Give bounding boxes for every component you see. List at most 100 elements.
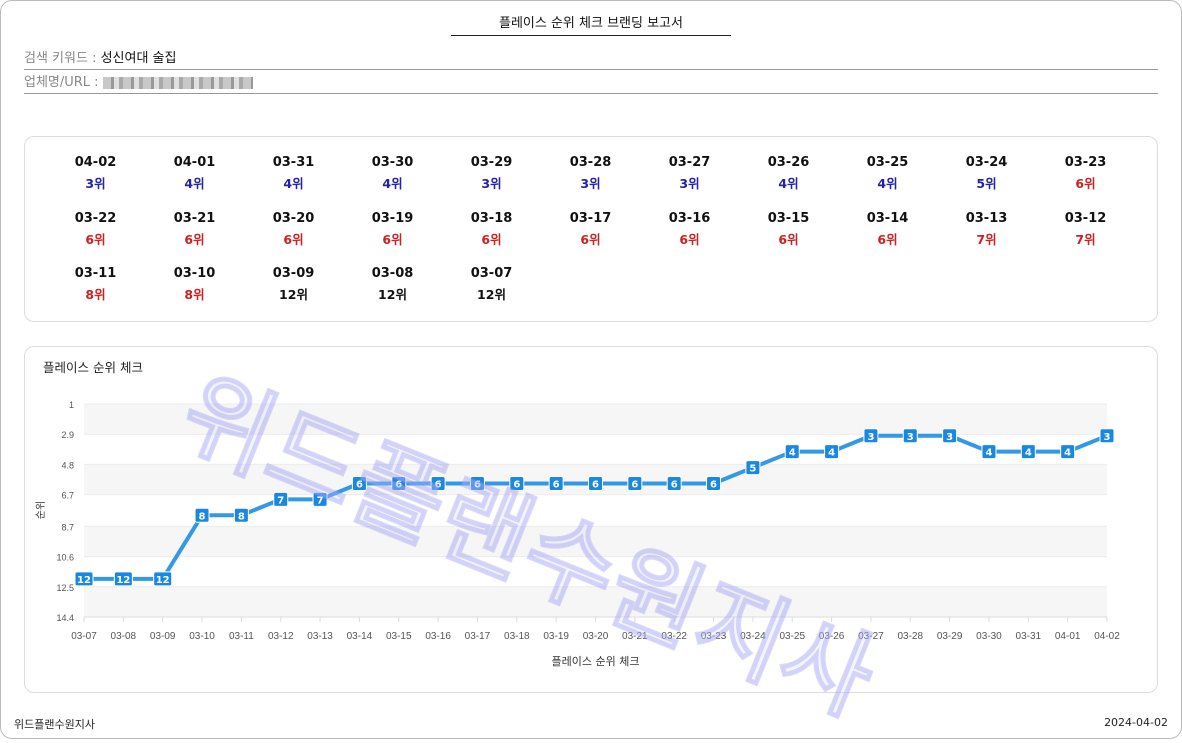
rank-value: 6위 — [184, 231, 205, 247]
rank-date: 03-18 — [470, 210, 513, 226]
rank-value: 4위 — [778, 176, 799, 191]
rank-date: 03-30 — [371, 155, 414, 170]
y-tick-label: 10.6 — [56, 553, 74, 563]
y-tick-label: 4.8 — [61, 460, 74, 470]
data-label: 6 — [553, 479, 560, 490]
rank-value: 4위 — [877, 176, 898, 191]
rank-date: 03-15 — [767, 210, 810, 226]
x-tick-label: 03-27 — [858, 631, 884, 642]
data-label: 8 — [199, 511, 206, 522]
rank-value: 6위 — [382, 231, 403, 247]
data-label: 3 — [907, 432, 914, 443]
rank-date: 03-21 — [173, 210, 216, 226]
rank-date: 03-27 — [668, 155, 711, 170]
rank-item: 03-24 5위 — [937, 152, 1036, 208]
data-point — [469, 475, 485, 491]
x-tick-label: 04-02 — [1094, 631, 1120, 642]
data-label: 12 — [116, 575, 130, 586]
y-tick-label: 1 — [69, 400, 74, 410]
rank-grid: 04-02 3위 04-01 4위 03-31 4위 03-30 4위 03-29 3위 03-28… — [46, 152, 1135, 319]
x-tick-label: 03-08 — [111, 631, 137, 642]
data-point — [706, 475, 722, 491]
data-label: 7 — [317, 495, 324, 506]
business-value-blurred — [102, 76, 253, 89]
rank-item: 03-25 4위 — [838, 152, 937, 208]
report-title: 플레이스 순위 체크 브랜딩 보고서 — [451, 12, 731, 36]
data-label: 4 — [1064, 448, 1071, 459]
rank-value: 6위 — [679, 231, 700, 247]
rank-value: 7위 — [1075, 231, 1096, 247]
y-axis-title: 순위 — [34, 501, 47, 519]
rank-value: 3위 — [481, 176, 502, 191]
rank-value: 6위 — [85, 231, 106, 247]
rank-value: 6위 — [778, 231, 799, 247]
data-label: 7 — [277, 495, 284, 506]
y-tick-label: 8.7 — [61, 522, 74, 532]
rank-item: 03-27 3위 — [640, 152, 739, 208]
y-tick-label: 12.5 — [56, 583, 74, 593]
y-tick-label: 2.9 — [61, 430, 74, 440]
rank-item: 04-01 4위 — [145, 152, 244, 208]
rank-date: 03-12 — [1064, 210, 1107, 226]
x-tick-label: 03-22 — [661, 631, 687, 642]
x-tick-label: 03-19 — [543, 631, 569, 642]
x-tick-label: 03-31 — [1016, 631, 1042, 642]
rank-item: 03-26 4위 — [739, 152, 838, 208]
rank-item: 03-20 6위 — [244, 208, 343, 264]
data-point — [430, 475, 446, 491]
data-point — [902, 428, 918, 444]
data-label: 8 — [238, 511, 245, 522]
x-tick-label: 03-13 — [307, 631, 333, 642]
rank-item: 03-11 8위 — [46, 263, 145, 319]
data-label: 6 — [592, 479, 599, 490]
data-point — [1060, 444, 1076, 460]
grid-band — [84, 434, 1107, 465]
data-label: 4 — [1025, 448, 1032, 459]
rank-value: 12위 — [378, 287, 407, 302]
data-point — [194, 507, 210, 523]
data-label: 12 — [77, 575, 91, 586]
data-label: 3 — [867, 432, 874, 443]
data-point — [113, 571, 133, 587]
data-point — [784, 444, 800, 460]
rank-date: 03-07 — [470, 266, 513, 281]
x-tick-label: 03-18 — [504, 631, 530, 642]
data-point — [863, 428, 879, 444]
rank-date: 03-19 — [371, 210, 414, 226]
x-tick-label: 03-12 — [268, 631, 294, 642]
data-label: 5 — [749, 464, 756, 475]
rank-item: 03-29 3위 — [442, 152, 541, 208]
rank-value: 12위 — [279, 287, 308, 302]
rank-value: 3위 — [85, 176, 106, 191]
data-point — [548, 475, 564, 491]
data-point — [509, 475, 525, 491]
data-label: 6 — [395, 479, 402, 490]
rank-value: 4위 — [382, 176, 403, 191]
rank-date: 03-11 — [74, 266, 117, 281]
rank-value: 3위 — [580, 176, 601, 191]
rank-date: 03-08 — [371, 266, 414, 281]
data-label: 6 — [671, 479, 678, 490]
rank-date: 03-13 — [965, 210, 1008, 226]
x-tick-label: 03-10 — [189, 631, 215, 642]
rank-date: 03-14 — [866, 210, 909, 226]
rank-item: 03-31 4위 — [244, 152, 343, 208]
rank-value: 6위 — [481, 231, 502, 247]
data-point — [745, 460, 761, 476]
data-point — [233, 507, 249, 523]
rank-date: 03-25 — [866, 155, 909, 170]
data-point — [942, 428, 958, 444]
data-point — [312, 491, 328, 507]
data-label: 3 — [946, 432, 953, 443]
x-tick-label: 03-14 — [347, 631, 373, 642]
rank-item: 03-09 12위 — [244, 263, 343, 319]
rank-item: 03-16 6위 — [640, 208, 739, 264]
rank-item: 03-13 7위 — [937, 208, 1036, 264]
x-tick-label: 03-21 — [622, 631, 648, 642]
rank-date: 03-17 — [569, 210, 612, 226]
data-label: 6 — [474, 479, 481, 490]
rank-item: 03-18 6위 — [442, 208, 541, 264]
data-point — [981, 444, 997, 460]
rank-value: 6위 — [283, 231, 304, 247]
rank-item: 03-28 3위 — [541, 152, 640, 208]
